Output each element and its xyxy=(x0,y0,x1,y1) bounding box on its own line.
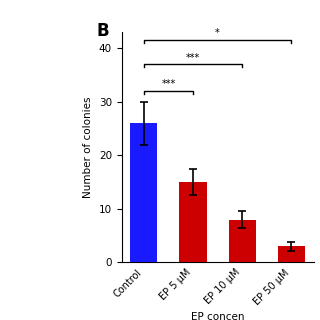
Text: *: * xyxy=(215,28,220,38)
X-axis label: EP concen: EP concen xyxy=(191,312,244,320)
Bar xyxy=(229,220,256,262)
Bar xyxy=(130,123,157,262)
Text: ***: *** xyxy=(161,79,176,89)
Y-axis label: Number of colonies: Number of colonies xyxy=(83,96,93,198)
Bar xyxy=(180,182,206,262)
Text: ***: *** xyxy=(186,52,200,62)
Bar xyxy=(278,246,305,262)
Text: B: B xyxy=(96,22,108,40)
